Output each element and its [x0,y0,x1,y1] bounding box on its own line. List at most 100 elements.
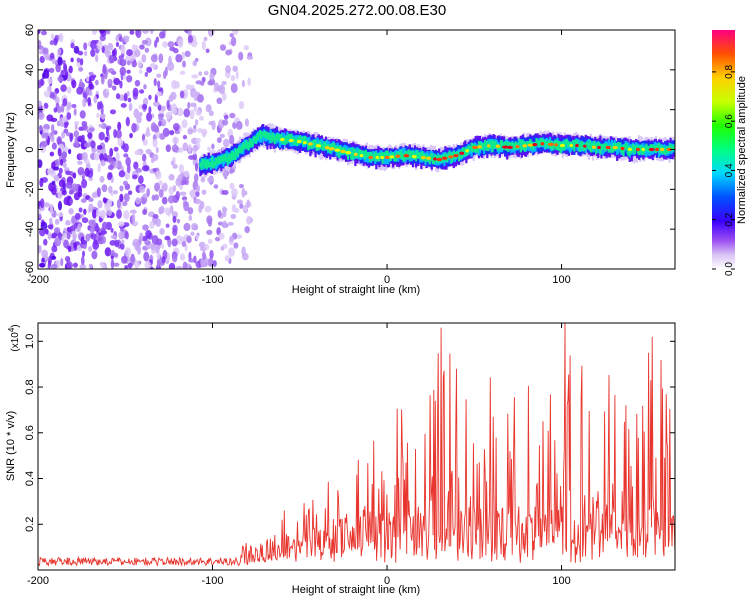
spectrogram-noise-cell [119,185,124,192]
spectrogram-noise-cell [170,108,178,115]
spectrogram-ridge-peak [502,145,509,149]
spectrogram-noise-cell [216,137,222,144]
spectrogram-noise-cell [85,75,90,83]
spectrogram-noise-cell [241,187,246,198]
spectrogram-ridge-cell [518,139,521,144]
spectrogram-noise-cell [137,60,142,68]
spectrogram-noise-cell [208,110,214,117]
spectrogram-noise-cell [145,148,152,155]
spectrogram-ridge-cell [230,150,233,156]
spectrogram-ridge-peak [420,156,426,160]
spectrogram-noise-cell [222,168,228,178]
spectrogram-noise-cell [200,257,204,268]
spectrogram-ridge-peak [353,152,358,156]
spectrogram-noise-cell [73,130,80,138]
spectrogram-noise-cell [206,229,213,236]
spectrogram-noise-cell [171,144,179,153]
spectrogram-noise-cell [247,77,251,86]
spectrogram-noise-cell [50,117,58,123]
colorbar-ticks: 0.0 0.2 0.4 0.6 0.8 [712,64,735,276]
spectrogram-ridge-peak [641,147,645,152]
spectrogram-noise-cell [65,182,73,189]
spectrogram-noise-cell [199,115,204,121]
spectrogram-ridge-cell [555,143,558,151]
spectrogram-ridge-peak [340,149,346,153]
snr-y-multiplier-base: (x10 [10,332,21,352]
spectrogram-noise-cell [41,249,49,259]
spectrogram-noise-cell [198,241,206,249]
snr-x-tick-label: 100 [552,575,570,587]
spectrogram-noise-cell [156,238,163,246]
spectrogram-ridge-cell [599,146,602,155]
spectrogram-noise-cell [124,265,129,269]
spectrogram-noise-cell [158,189,164,198]
spectrogram-noise-cell [110,249,116,257]
spectrogram-noise-cell [144,47,150,53]
spectrogram-noise-cell [187,207,194,215]
spectrogram-noise-cell [146,66,153,73]
spectrogram-noise-cell [194,162,198,172]
spectrogram-noise-cell [116,160,122,170]
spectrogram-noise-cell [91,30,98,35]
spectrogram-noise-cell [186,235,192,244]
spectrogram-noise-cell [54,159,62,166]
snr-y-tick-label: 1.0 [24,334,36,349]
spectrogram-ridge-cell [504,141,507,146]
spectrogram-noise-cell [124,247,132,257]
spectrogram-noise-cell [161,243,165,249]
spectrogram-noise-cell [66,86,72,94]
spectrogram-noise-cell [42,72,46,80]
spectrogram-noise-cell [198,71,203,76]
spectrogram-noise-cell [63,239,69,249]
spectrogram-noise-cell [122,74,127,80]
spectrogram-noise-cell [97,163,101,173]
spectrogram-noise-cell [88,245,93,252]
spectrogram-noise-cell [194,198,202,205]
spectrogram-ridge-cell [594,143,597,148]
spectrogram-noise-cell [125,156,131,167]
spectrogram-noise-cell [172,254,178,263]
spectrogram-noise-cell [38,213,42,220]
spectrogram-noise-cell [117,137,124,147]
spectrogram-noise-cell [102,64,107,74]
spectrogram-noise-cell [178,147,184,153]
spectrogram-noise-cell [51,123,55,133]
spectrogram-noise-cell [146,188,150,197]
spectrogram-noise-cell [234,207,240,214]
spectrogram-noise-cell [159,31,165,39]
spectrogram-noise-cell [126,60,131,66]
spectrogram-ridge-cell [407,149,410,155]
spectrogram-noise-cell [191,74,199,79]
spectrogram-noise-cell [183,170,190,178]
spectrogram-ridge-cell [406,155,409,160]
spectrogram-ridge-peak [591,145,596,149]
spectrogram-noise-cell [122,201,128,207]
spectrogram-noise-cell [129,209,137,214]
spectrogram-ridge-cell [483,142,486,147]
snr-x-ticks: -200 -100 0 100 [27,323,571,587]
spectrogram-noise-cell [94,79,99,86]
spectrogram-noise-cell [201,76,206,83]
spectrogram-ridge-cell [368,156,372,163]
spectrogram-ridge-peak [554,143,558,147]
spectrogram-noise-cell [142,208,148,215]
spectrogram-ridge-cell [470,142,473,149]
spectrogram-noise-cell [133,45,139,50]
spectrogram-noise-cell [195,233,199,241]
spectrogram-ridge-peak [635,147,640,152]
snr-frame [37,322,676,571]
snr-y-multiplier: (x104) [7,324,21,351]
spectrogram-ridge-peak [627,147,632,151]
spectrogram-noise-cell [62,59,66,66]
spectrogram-noise-cell [91,192,98,198]
spectrogram-ridge-cell [666,145,669,150]
spectrogram-noise-cell [211,143,215,150]
spectrogram-noise-cell [138,175,144,184]
spectrogram-noise-cell [46,70,50,79]
spectrogram-ridge-peak [375,155,380,160]
spectrogram-noise-cell [139,44,145,50]
spectrogram-ridge-cell [306,139,309,145]
spectrogram-noise-cell [93,152,101,161]
spectrogram-noise-cell [246,215,252,225]
spectrogram-noise-cell [97,40,103,51]
